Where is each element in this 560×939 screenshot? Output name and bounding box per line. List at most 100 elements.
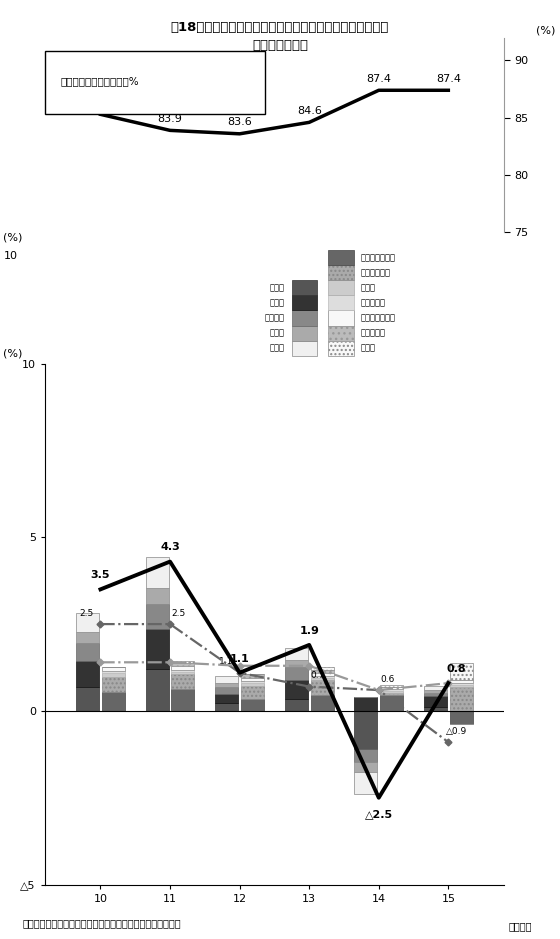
Text: 第18図　経常収支比率を構成する分子及び分母の増減状況: 第18図 経常収支比率を構成する分子及び分母の増減状況 (171, 21, 389, 34)
Bar (102, 692, 125, 711)
Bar (241, 684, 264, 685)
Text: （注）棒グラフの数値は、各年度の対前年度増減率である。: （注）棒グラフの数値は、各年度の対前年度増減率である。 (22, 917, 181, 928)
Text: 3.5: 3.5 (91, 570, 110, 580)
Bar (424, 685, 447, 690)
Bar (146, 557, 169, 588)
Bar (424, 707, 447, 711)
Bar (292, 280, 317, 296)
Bar (292, 326, 317, 341)
Bar (171, 661, 194, 663)
Text: 経常収支比率（右目盛）%: 経常収支比率（右目盛）% (61, 76, 139, 86)
Bar (311, 695, 334, 711)
Text: 地方交付税: 地方交付税 (361, 329, 385, 338)
Text: ＋
臨時財政
対策債: ＋ 臨時財政 対策債 (425, 370, 441, 393)
Text: その３　市町村: その３ 市町村 (252, 39, 308, 53)
Bar (380, 685, 403, 687)
Text: 人件費: 人件費 (270, 344, 284, 353)
Bar (215, 694, 238, 703)
Bar (354, 697, 377, 711)
Bar (171, 666, 194, 670)
Text: 公債費: 公債費 (270, 299, 284, 307)
Bar (424, 690, 447, 692)
Text: 4.3: 4.3 (160, 543, 180, 552)
Bar (76, 632, 99, 643)
Text: 83.6: 83.6 (227, 117, 252, 128)
FancyBboxPatch shape (45, 52, 265, 114)
Text: ＋
減税
補てん債: ＋ 減税 補てん債 (379, 370, 395, 393)
Text: 臨時財政対策債: 臨時財政対策債 (361, 254, 395, 262)
Text: △0.9: △0.9 (446, 727, 467, 736)
Text: その他: その他 (361, 284, 376, 292)
Bar (380, 691, 403, 693)
Text: 1.9: 1.9 (299, 625, 319, 636)
Text: 1.1: 1.1 (230, 654, 250, 664)
Bar (292, 296, 317, 311)
Bar (328, 296, 353, 311)
Text: (%): (%) (3, 348, 23, 359)
Bar (450, 711, 473, 724)
Bar (171, 674, 194, 689)
Bar (311, 667, 334, 670)
Bar (424, 697, 447, 707)
Bar (450, 663, 473, 680)
Bar (311, 680, 334, 695)
Bar (328, 250, 353, 265)
Bar (215, 676, 238, 684)
Bar (311, 672, 334, 676)
Text: 83.9: 83.9 (157, 114, 183, 124)
Bar (146, 629, 169, 670)
Bar (146, 588, 169, 605)
Text: 経常経費充当
一般財源: 経常経費充当 一般財源 (292, 370, 316, 384)
Bar (328, 341, 353, 356)
Bar (285, 668, 308, 680)
Bar (380, 693, 403, 695)
Bar (450, 680, 473, 683)
Bar (328, 311, 353, 326)
Bar (241, 682, 264, 684)
Bar (354, 772, 377, 793)
Bar (292, 341, 317, 356)
Text: 0.7: 0.7 (310, 671, 325, 680)
Bar (76, 643, 99, 660)
Bar (450, 683, 473, 685)
Bar (292, 311, 317, 326)
Text: 2.5: 2.5 (80, 608, 94, 618)
Text: (%): (%) (3, 232, 23, 242)
Bar (76, 686, 99, 711)
Text: その他: その他 (270, 284, 284, 292)
Bar (146, 670, 169, 711)
Bar (76, 660, 99, 686)
Bar (241, 685, 264, 700)
Text: 84.6: 84.6 (297, 106, 321, 116)
Bar (285, 680, 308, 699)
Bar (76, 612, 99, 632)
Text: 2.5: 2.5 (171, 608, 185, 618)
Bar (328, 280, 353, 296)
Text: △2.5: △2.5 (365, 809, 393, 819)
Bar (215, 686, 238, 694)
Bar (285, 659, 308, 668)
Text: 扶助費: 扶助費 (270, 329, 284, 338)
Text: 0.8: 0.8 (447, 664, 466, 674)
Bar (171, 670, 194, 671)
Text: 1.1: 1.1 (218, 657, 233, 667)
Bar (450, 685, 473, 686)
Text: 地方税: 地方税 (361, 344, 376, 353)
Bar (102, 672, 125, 676)
Bar (215, 684, 238, 686)
Bar (328, 265, 353, 280)
Bar (171, 663, 194, 666)
Bar (171, 689, 194, 711)
Bar (146, 605, 169, 629)
Bar (102, 667, 125, 671)
Bar (354, 749, 377, 762)
Text: 減税補てん債: 減税補てん債 (361, 269, 390, 277)
Bar (285, 699, 308, 711)
Bar (450, 686, 473, 711)
Bar (328, 326, 353, 341)
Bar (241, 674, 264, 678)
Text: (%): (%) (536, 25, 556, 36)
Bar (102, 671, 125, 672)
Bar (424, 692, 447, 697)
Bar (285, 648, 308, 659)
